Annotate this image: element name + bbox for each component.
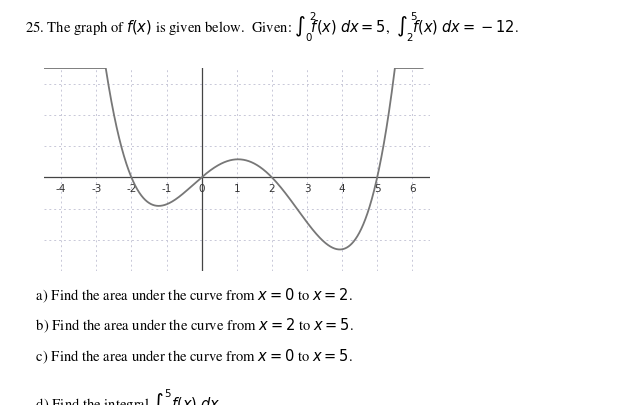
Text: 3: 3: [303, 183, 310, 194]
Text: d) Find the integral $\int_0^5 f(x)\;dx$.: d) Find the integral $\int_0^5 f(x)\;dx$…: [25, 387, 223, 405]
Text: 0: 0: [198, 183, 205, 194]
Text: 1: 1: [234, 183, 240, 194]
Text: -1: -1: [161, 183, 172, 194]
Text: 25. The graph of $f(x)$ is given below.  Given: $\int_0^{\,2}\!\! f(x)\;dx = 5$,: 25. The graph of $f(x)$ is given below. …: [25, 10, 518, 43]
Text: b) Find the area under the curve from $x = 2$ to $x = 5$.: b) Find the area under the curve from $x…: [25, 316, 354, 334]
Text: -4: -4: [56, 183, 67, 194]
Text: 5: 5: [374, 183, 381, 194]
Text: 6: 6: [409, 183, 416, 194]
Text: -2: -2: [126, 183, 136, 194]
Text: 4: 4: [339, 183, 345, 194]
Text: -3: -3: [91, 183, 102, 194]
Text: a) Find the area under the curve from $x = 0$ to $x = 2$.: a) Find the area under the curve from $x…: [25, 286, 353, 304]
Text: 2: 2: [269, 183, 275, 194]
Text: c) Find the area under the curve from $x = 0$ to $x = 5$.: c) Find the area under the curve from $x…: [25, 346, 353, 364]
